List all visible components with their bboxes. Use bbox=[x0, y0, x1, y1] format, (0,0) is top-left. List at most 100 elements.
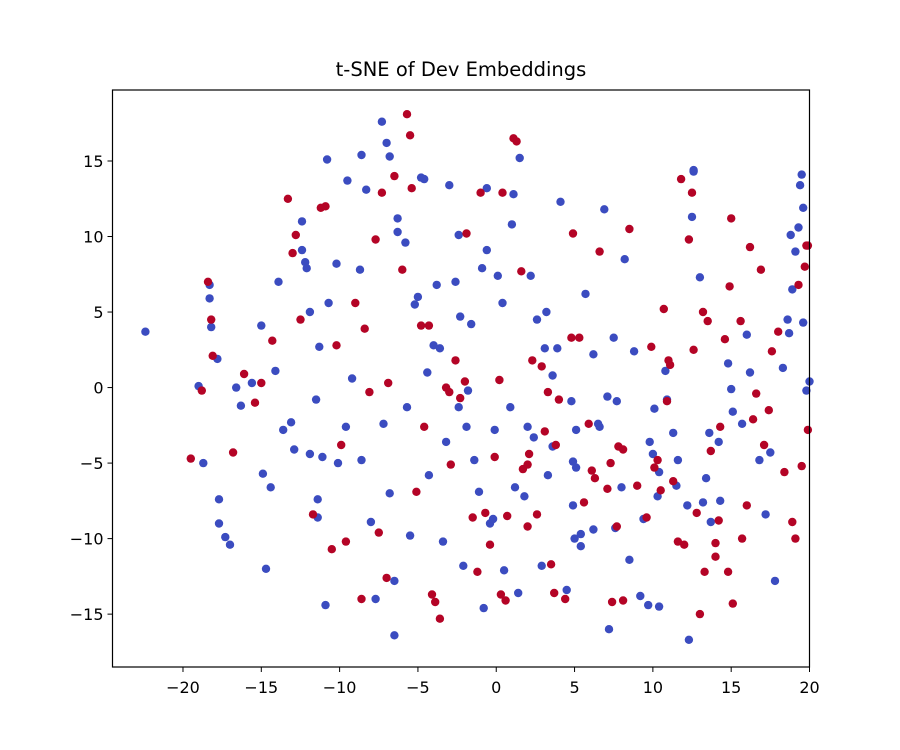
y-tick-label: −15 bbox=[70, 605, 104, 624]
chart-title: t-SNE of Dev Embeddings bbox=[336, 58, 587, 81]
x-tick-label: −15 bbox=[244, 678, 278, 697]
data-point-s0-89 bbox=[493, 271, 502, 280]
data-point-s1-69 bbox=[537, 362, 546, 371]
data-point-s0-0 bbox=[141, 327, 150, 336]
data-point-s1-87 bbox=[607, 597, 617, 607]
data-point-s1-68 bbox=[532, 510, 542, 519]
data-point-s0-85 bbox=[482, 245, 491, 255]
data-point-s1-139 bbox=[794, 280, 803, 290]
data-point-s0-100 bbox=[526, 271, 535, 280]
data-point-s0-95 bbox=[510, 483, 520, 492]
data-point-s1-122 bbox=[725, 282, 734, 291]
data-point-s0-176 bbox=[791, 247, 800, 256]
data-point-s0-126 bbox=[603, 392, 612, 401]
data-point-s0-142 bbox=[654, 602, 664, 611]
data-point-s1-91 bbox=[618, 596, 628, 605]
data-point-s1-121 bbox=[723, 567, 733, 576]
data-point-s1-72 bbox=[546, 560, 556, 569]
data-point-s0-63 bbox=[420, 174, 429, 184]
data-point-s1-125 bbox=[736, 316, 745, 326]
data-point-s0-110 bbox=[556, 197, 565, 206]
data-point-s0-50 bbox=[382, 138, 391, 148]
data-point-s1-38 bbox=[424, 321, 434, 330]
data-point-s1-118 bbox=[714, 516, 723, 525]
data-point-s0-9 bbox=[221, 532, 230, 542]
data-point-s0-30 bbox=[313, 495, 322, 504]
data-point-s1-50 bbox=[473, 567, 482, 576]
data-point-s0-93 bbox=[507, 220, 517, 229]
data-point-s0-117 bbox=[571, 463, 581, 472]
data-point-s0-44 bbox=[357, 455, 366, 465]
data-point-s0-160 bbox=[716, 496, 725, 505]
data-point-s0-118 bbox=[576, 529, 585, 539]
data-point-s0-60 bbox=[410, 300, 419, 309]
data-point-s0-137 bbox=[644, 600, 653, 610]
data-point-s0-169 bbox=[766, 448, 775, 457]
data-point-s0-12 bbox=[236, 401, 246, 410]
data-point-s1-77 bbox=[567, 333, 576, 342]
data-point-s0-153 bbox=[689, 165, 698, 175]
data-point-s0-102 bbox=[532, 315, 542, 324]
data-point-s0-67 bbox=[432, 280, 441, 290]
data-point-s1-61 bbox=[512, 137, 521, 146]
data-point-s0-105 bbox=[542, 307, 551, 317]
data-point-s1-140 bbox=[797, 461, 806, 471]
x-tick-label: 0 bbox=[491, 678, 501, 697]
data-point-s1-39 bbox=[427, 590, 437, 599]
data-point-s0-119 bbox=[576, 542, 585, 551]
data-point-s1-62 bbox=[517, 267, 526, 276]
x-tick-label: 5 bbox=[569, 678, 579, 697]
data-point-s0-47 bbox=[371, 594, 380, 604]
data-point-s0-77 bbox=[462, 422, 471, 431]
data-point-s0-82 bbox=[477, 264, 487, 273]
data-point-s1-46 bbox=[456, 393, 465, 403]
data-point-s1-73 bbox=[550, 588, 559, 598]
data-point-s1-35 bbox=[412, 487, 421, 496]
data-point-s0-155 bbox=[698, 498, 708, 507]
data-point-s1-5 bbox=[228, 448, 238, 457]
data-point-s0-159 bbox=[714, 437, 723, 447]
data-point-s0-151 bbox=[687, 212, 697, 222]
data-point-s0-5 bbox=[207, 322, 216, 332]
data-point-s1-93 bbox=[633, 481, 642, 490]
data-point-s0-128 bbox=[609, 333, 618, 342]
data-point-s1-94 bbox=[642, 513, 651, 522]
data-point-s1-64 bbox=[523, 460, 532, 469]
data-point-s0-61 bbox=[413, 292, 423, 302]
data-point-s1-82 bbox=[587, 466, 596, 475]
data-point-s0-78 bbox=[463, 386, 473, 395]
data-point-s1-10 bbox=[283, 194, 293, 203]
x-tick-label: 15 bbox=[721, 678, 741, 697]
data-point-s0-177 bbox=[794, 223, 803, 232]
data-point-s0-91 bbox=[499, 566, 509, 575]
data-point-s1-100 bbox=[662, 397, 672, 406]
y-tick-label: −10 bbox=[70, 530, 104, 549]
data-point-s0-97 bbox=[515, 153, 524, 163]
data-point-s1-144 bbox=[803, 241, 813, 250]
x-tick-label: 10 bbox=[643, 678, 663, 697]
data-point-s0-24 bbox=[297, 245, 307, 255]
data-point-s1-49 bbox=[468, 513, 477, 522]
data-point-s1-79 bbox=[575, 333, 584, 342]
data-point-s0-183 bbox=[797, 170, 806, 179]
data-point-s1-3 bbox=[207, 315, 216, 324]
data-point-s1-75 bbox=[554, 395, 564, 404]
data-point-s1-55 bbox=[495, 375, 504, 385]
data-point-s0-28 bbox=[305, 449, 315, 459]
data-point-s0-179 bbox=[799, 318, 808, 327]
data-point-s0-20 bbox=[279, 425, 288, 435]
data-point-s0-23 bbox=[297, 217, 307, 226]
data-point-s1-37 bbox=[420, 422, 429, 431]
data-point-s1-95 bbox=[647, 342, 656, 351]
data-point-s0-131 bbox=[617, 483, 626, 492]
data-point-s0-21 bbox=[286, 418, 296, 427]
data-point-s1-74 bbox=[551, 440, 560, 450]
data-point-s0-10 bbox=[225, 540, 235, 549]
data-point-s1-129 bbox=[748, 415, 758, 424]
data-point-s0-26 bbox=[302, 264, 311, 273]
data-point-s0-146 bbox=[669, 428, 678, 438]
data-point-s1-112 bbox=[698, 307, 708, 317]
data-point-s1-53 bbox=[485, 540, 495, 549]
data-point-s0-130 bbox=[612, 397, 621, 406]
data-point-s0-156 bbox=[701, 474, 711, 483]
